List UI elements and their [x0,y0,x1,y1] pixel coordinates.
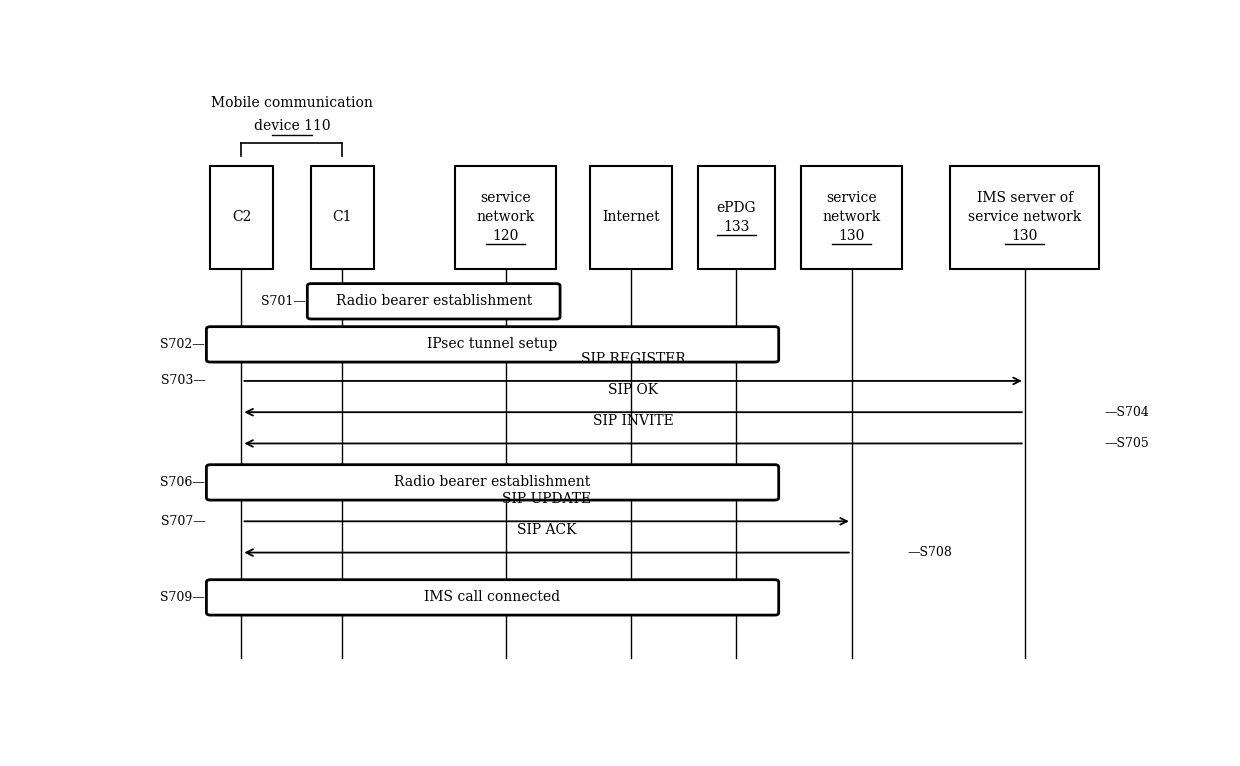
FancyBboxPatch shape [801,165,903,269]
FancyBboxPatch shape [211,165,273,269]
Text: 120: 120 [492,229,520,243]
Text: SIP OK: SIP OK [608,383,658,397]
FancyBboxPatch shape [311,165,373,269]
Text: IMS server of: IMS server of [977,192,1073,205]
Text: IPsec tunnel setup: IPsec tunnel setup [428,337,558,352]
Text: service network: service network [968,210,1081,224]
Text: SIP ACK: SIP ACK [517,523,577,537]
Text: S706—: S706— [160,476,205,489]
Text: SIP UPDATE: SIP UPDATE [502,492,591,506]
Text: Radio bearer establishment: Radio bearer establishment [336,294,532,308]
FancyBboxPatch shape [206,465,779,500]
Text: S709—: S709— [160,591,205,604]
Text: Mobile communication: Mobile communication [211,96,373,110]
Text: S703—: S703— [160,375,206,388]
Text: Internet: Internet [601,210,660,224]
FancyBboxPatch shape [308,283,560,319]
Text: S707—: S707— [161,515,206,528]
FancyBboxPatch shape [590,165,672,269]
Text: S702—: S702— [160,338,205,351]
Text: S701—: S701— [260,295,305,308]
Text: service: service [826,192,877,205]
FancyBboxPatch shape [950,165,1099,269]
Text: IMS call connected: IMS call connected [424,591,560,604]
Text: network: network [476,210,534,224]
Text: —S708: —S708 [906,546,952,559]
Text: 133: 133 [723,220,750,234]
Text: SIP REGISTER: SIP REGISTER [580,352,686,365]
Text: device 110: device 110 [254,119,330,133]
Text: service: service [480,192,531,205]
Text: SIP INVITE: SIP INVITE [593,414,673,428]
Text: 130: 130 [838,229,866,243]
Text: 130: 130 [1012,229,1038,243]
Text: ePDG: ePDG [717,201,756,214]
Text: C1: C1 [332,210,352,224]
Text: —S705: —S705 [1104,437,1148,450]
Text: Radio bearer establishment: Radio bearer establishment [394,476,590,489]
FancyBboxPatch shape [698,165,775,269]
Text: —S704: —S704 [1104,406,1149,419]
FancyBboxPatch shape [206,326,779,362]
Text: network: network [822,210,880,224]
FancyBboxPatch shape [455,165,557,269]
Text: C2: C2 [232,210,252,224]
FancyBboxPatch shape [206,580,779,615]
